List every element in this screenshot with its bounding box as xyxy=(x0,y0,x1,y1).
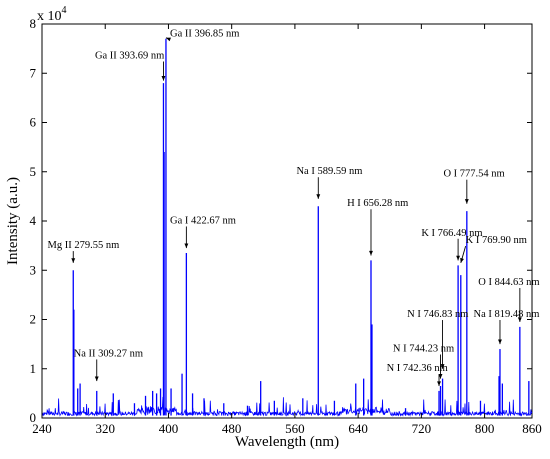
baseline-noise xyxy=(41,396,533,417)
peak-annotations: Mg II 279.55 nm Na II 309.27 nm Ga II 393.… xyxy=(48,28,540,386)
x-tick-label: 400 xyxy=(159,421,179,436)
annotation-arrowhead xyxy=(316,194,321,199)
peak-annotation-label: K I 769.90 nm xyxy=(466,235,527,246)
annotation-arrowhead xyxy=(71,258,76,263)
annotation-arrowhead xyxy=(460,257,464,263)
y-tick-label: 0 xyxy=(30,410,37,425)
y-tick-label: 7 xyxy=(30,65,37,80)
peak-annotation-label: Na II 309.27 nm xyxy=(74,348,143,359)
annotation-arrowhead xyxy=(498,339,502,345)
x-tick-label: 860 xyxy=(522,421,542,436)
peak-annotation-label: O I 777.54 nm xyxy=(443,169,504,180)
spectral-peaks xyxy=(72,38,530,416)
peak-annotation-label: Ga II 393.69 nm xyxy=(95,50,164,61)
y-multiplier-label: x 104 xyxy=(37,5,67,24)
y-tick-label: 3 xyxy=(30,262,37,277)
x-tick-label: 720 xyxy=(412,421,432,436)
y-tick-label: 1 xyxy=(30,361,37,376)
annotation-arrowhead xyxy=(184,243,189,249)
annotation-arrowhead xyxy=(165,37,171,42)
annotation-arrowhead xyxy=(464,199,469,204)
y-multiplier-base: x 10 xyxy=(37,9,62,24)
y-tick-label: 5 xyxy=(30,164,37,179)
peak-annotation-label: N I 742.36 nm xyxy=(387,363,448,374)
peak-annotation-label: Mg II 279.55 nm xyxy=(48,240,120,251)
peak-annotation-label: N I 744.23 nm xyxy=(393,344,454,355)
x-tick-label: 560 xyxy=(285,421,305,436)
y-tick-label: 2 xyxy=(30,312,37,327)
annotation-arrowhead xyxy=(369,250,373,256)
x-axis-ticks: 240 320 400 480 560 640 720 800 860 xyxy=(32,24,542,436)
annotation-arrowhead xyxy=(437,381,441,386)
annotation-arrowhead xyxy=(440,364,445,369)
plot-area: Mg II 279.55 nm Na II 309.27 nm Ga II 393.… xyxy=(41,23,540,419)
x-tick-label: 640 xyxy=(348,421,368,436)
peak-annotation-label: H I 656.28 nm xyxy=(347,198,408,209)
x-tick-label: 320 xyxy=(95,421,115,436)
x-tick-label: 240 xyxy=(32,421,52,436)
peak-annotation-label: Ga I 422.67 nm xyxy=(170,215,236,226)
annotation-arrowhead xyxy=(517,317,522,322)
peak-annotation-label: Na I 589.59 nm xyxy=(296,166,362,177)
y-tick-label: 8 xyxy=(30,16,37,31)
peak-annotation-label: Ga II 396.85 nm xyxy=(170,28,239,39)
x-axis-label: Wavelength (nm) xyxy=(235,434,339,450)
annotation-arrowhead xyxy=(161,76,166,81)
y-axis-label: Intensity (a.u.) xyxy=(5,177,21,265)
annotation-arrowhead xyxy=(456,255,461,261)
peak-annotation-label: N I 746.83 nm xyxy=(407,309,468,320)
peak-annotation-label: Na I 819.48 nm xyxy=(474,309,540,320)
x-tick-label: 480 xyxy=(222,421,242,436)
peak-annotation-label: K I 766.49 nm xyxy=(421,228,482,239)
annotation-arrowhead xyxy=(438,373,443,379)
y-tick-label: 6 xyxy=(30,115,37,130)
annotation-arrowhead xyxy=(94,376,99,382)
y-tick-label: 4 xyxy=(30,213,37,228)
baseline-trace xyxy=(41,396,533,417)
peak-annotation-label: O I 844.63 nm xyxy=(478,277,539,288)
y-multiplier-exponent: 4 xyxy=(62,5,67,16)
x-tick-label: 800 xyxy=(475,421,495,436)
y-axis-ticks: 0 1 2 3 4 5 6 7 8 xyxy=(30,16,532,425)
